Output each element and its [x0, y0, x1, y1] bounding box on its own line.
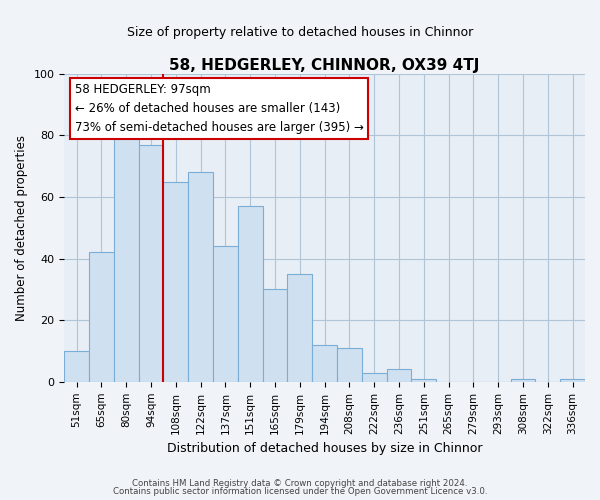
Bar	[312, 345, 337, 382]
Title: 58, HEDGERLEY, CHINNOR, OX39 4TJ: 58, HEDGERLEY, CHINNOR, OX39 4TJ	[169, 58, 480, 72]
Bar	[412, 378, 436, 382]
Bar	[287, 274, 312, 382]
Bar	[263, 290, 287, 382]
Bar	[238, 206, 263, 382]
Bar	[188, 172, 213, 382]
Bar	[560, 378, 585, 382]
Bar	[386, 370, 412, 382]
Bar	[362, 372, 386, 382]
Bar	[139, 144, 163, 382]
Bar	[64, 351, 89, 382]
Bar	[337, 348, 362, 382]
Text: 58 HEDGERLEY: 97sqm
← 26% of detached houses are smaller (143)
73% of semi-detac: 58 HEDGERLEY: 97sqm ← 26% of detached ho…	[74, 83, 364, 134]
X-axis label: Distribution of detached houses by size in Chinnor: Distribution of detached houses by size …	[167, 442, 482, 455]
Bar	[213, 246, 238, 382]
Text: Contains public sector information licensed under the Open Government Licence v3: Contains public sector information licen…	[113, 487, 487, 496]
Bar	[163, 182, 188, 382]
Y-axis label: Number of detached properties: Number of detached properties	[15, 134, 28, 320]
Bar	[114, 132, 139, 382]
Bar	[511, 378, 535, 382]
Bar	[89, 252, 114, 382]
Text: Contains HM Land Registry data © Crown copyright and database right 2024.: Contains HM Land Registry data © Crown c…	[132, 478, 468, 488]
Text: Size of property relative to detached houses in Chinnor: Size of property relative to detached ho…	[127, 26, 473, 39]
